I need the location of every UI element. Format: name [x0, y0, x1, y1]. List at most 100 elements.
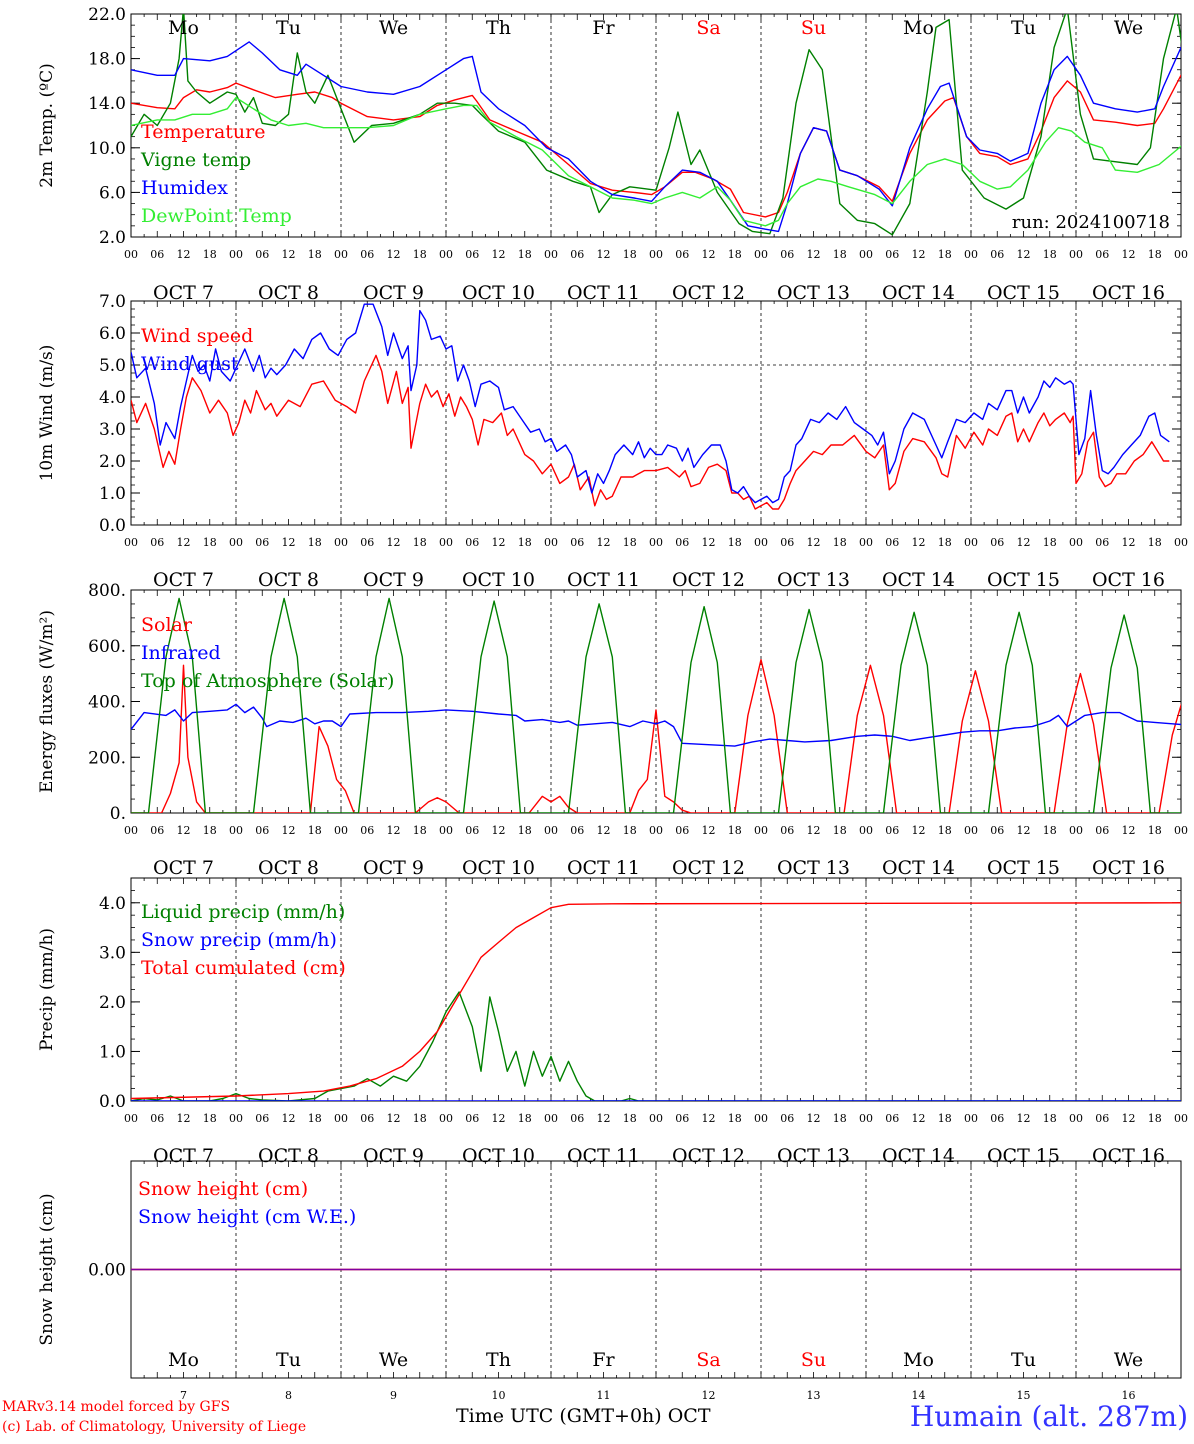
hour-tick-label: 00	[334, 824, 348, 837]
date-label: OCT 14	[882, 569, 955, 591]
hour-tick-label: 18	[833, 248, 847, 261]
y-tick-label: 2.0	[99, 228, 126, 248]
hour-tick-label: 12	[1017, 1112, 1031, 1125]
hour-tick-label: 18	[1148, 824, 1162, 837]
hour-tick-label: 00	[1174, 824, 1188, 837]
date-label: OCT 8	[258, 569, 319, 591]
y-tick-label: 2.0	[99, 452, 126, 472]
legend-entry: Snow height (cm)	[138, 1178, 308, 1200]
y-tick-label: 1.0	[99, 1042, 126, 1062]
weekday-label: Tu	[1011, 1349, 1036, 1371]
hour-tick-label: 12	[492, 248, 506, 261]
day-number-label: 11	[597, 1389, 611, 1402]
y-tick-label: 800.	[88, 581, 126, 601]
date-label: OCT 13	[777, 282, 850, 304]
hour-tick-label: 00	[859, 536, 873, 549]
hour-tick-label: 00	[649, 1112, 663, 1125]
hour-tick-label: 12	[282, 248, 296, 261]
weekday-label: Mo	[903, 1349, 934, 1371]
weekday-label: Su	[801, 1349, 826, 1371]
hour-tick-label: 12	[387, 1112, 401, 1125]
weekday-label: Mo	[168, 17, 199, 39]
y-tick-label: 4.0	[99, 894, 126, 914]
lab-credit: (c) Lab. of Climatology, University of L…	[2, 1419, 307, 1435]
hour-tick-label: 18	[518, 824, 532, 837]
hour-tick-label: 06	[990, 824, 1004, 837]
hour-tick-label: 18	[938, 536, 952, 549]
y-tick-label: 0.	[110, 804, 126, 824]
hour-tick-label: 06	[255, 536, 269, 549]
hour-tick-label: 00	[544, 824, 558, 837]
y-axis-label: Precip (mm/h)	[37, 928, 57, 1051]
hour-tick-label: 18	[1148, 1112, 1162, 1125]
date-label: OCT 15	[987, 857, 1060, 879]
legend-entry: Snow precip (mm/h)	[141, 929, 337, 951]
hour-tick-label: 18	[308, 536, 322, 549]
hour-tick-label: 06	[1095, 1112, 1109, 1125]
hour-tick-label: 06	[465, 536, 479, 549]
chart-panel-2: 00 06 12 18 00 06 12 18 00 06 12 18 00 06 12 18 00 06 12 18…	[37, 292, 1188, 591]
hour-tick-label: 18	[1043, 536, 1057, 549]
date-label: OCT 12	[672, 282, 745, 304]
hour-tick-label: 06	[570, 824, 584, 837]
y-tick-label: 4.0	[99, 388, 126, 408]
hour-tick-label: 00	[859, 1112, 873, 1125]
hour-tick-label: 06	[150, 248, 164, 261]
hour-tick-label: 06	[885, 248, 899, 261]
hour-tick-label: 18	[728, 536, 742, 549]
hour-tick-label: 00	[1174, 1112, 1188, 1125]
time-axis-title: Time UTC (GMT+0h) OCT	[456, 1405, 711, 1427]
series-line	[131, 703, 1181, 747]
hour-tick-label: 06	[675, 1112, 689, 1125]
hour-tick-label: 12	[177, 1112, 191, 1125]
hour-tick-label: 18	[203, 248, 217, 261]
hour-tick-label: 00	[754, 824, 768, 837]
legend-entry: Solar	[141, 614, 193, 636]
hour-tick-label: 06	[780, 536, 794, 549]
series-line	[131, 74, 1181, 218]
hour-tick-label: 12	[702, 248, 716, 261]
hour-tick-label: 00	[1069, 536, 1083, 549]
y-tick-label: 0.0	[99, 516, 126, 536]
plot-frame	[130, 300, 1182, 526]
hour-tick-label: 12	[1017, 824, 1031, 837]
weekday-label: We	[379, 1349, 408, 1371]
y-tick-label: 6.0	[99, 183, 126, 203]
legend-entry: Temperature	[141, 121, 265, 143]
hour-tick-label: 18	[203, 536, 217, 549]
hour-tick-label: 12	[1017, 248, 1031, 261]
hour-tick-label: 00	[1069, 1112, 1083, 1125]
legend-entry: Top of Atmosphere (Solar)	[141, 670, 394, 692]
hour-tick-label: 18	[413, 536, 427, 549]
y-tick-label: 10.0	[88, 139, 126, 159]
hour-tick-label: 12	[387, 824, 401, 837]
hour-tick-label: 06	[885, 1112, 899, 1125]
y-tick-label: 22.0	[88, 5, 126, 25]
date-label: OCT 10	[462, 569, 535, 591]
hour-tick-label: 06	[255, 824, 269, 837]
legend-entry: Liquid precip (mm/h)	[141, 901, 345, 923]
hour-tick-label: 18	[1148, 248, 1162, 261]
y-tick-label: 7.0	[99, 292, 126, 312]
hour-tick-label: 00	[124, 824, 138, 837]
legend-entry: Wind gust	[141, 353, 239, 375]
hour-tick-label: 12	[702, 824, 716, 837]
date-label: OCT 10	[462, 282, 535, 304]
hour-tick-label: 00	[1174, 536, 1188, 549]
date-label: OCT 9	[363, 857, 424, 879]
series-line	[131, 96, 1181, 227]
y-tick-label: 5.0	[99, 356, 126, 376]
date-label: OCT 12	[672, 857, 745, 879]
hour-tick-label: 18	[308, 824, 322, 837]
hour-tick-label: 06	[255, 1112, 269, 1125]
weekday-label: Mo	[168, 1349, 199, 1371]
hour-tick-label: 06	[990, 536, 1004, 549]
date-label: OCT 16	[1092, 857, 1165, 879]
hour-tick-label: 18	[203, 1112, 217, 1125]
legend-entry: Vigne temp	[140, 149, 251, 171]
legend-entry: Total cumulated (cm)	[141, 957, 346, 979]
run-label: run: 2024100718	[1012, 212, 1170, 233]
hour-tick-label: 12	[1122, 536, 1136, 549]
day-number-label: 10	[492, 1389, 506, 1402]
